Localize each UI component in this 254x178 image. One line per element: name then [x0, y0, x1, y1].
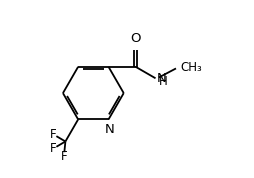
Text: O: O	[130, 32, 141, 45]
Text: CH₃: CH₃	[180, 61, 202, 74]
Text: F: F	[50, 142, 56, 155]
Text: H: H	[159, 75, 168, 88]
Text: F: F	[61, 150, 67, 163]
Text: N: N	[104, 123, 114, 136]
Text: F: F	[50, 128, 56, 141]
Text: N: N	[156, 72, 166, 85]
